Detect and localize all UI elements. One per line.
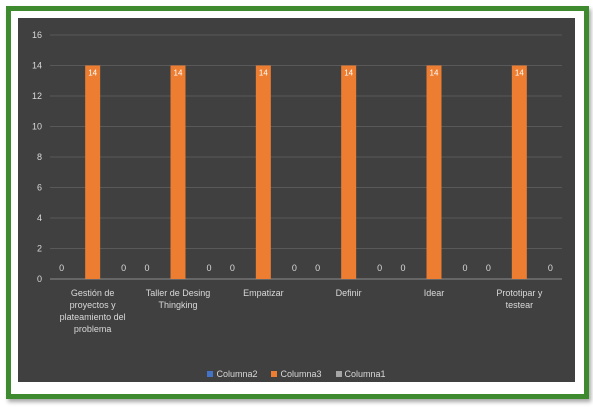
bar-columna3 [341, 65, 357, 279]
bar-columna3 [170, 65, 186, 279]
legend-label: Columna1 [344, 369, 386, 379]
data-label: 14 [174, 69, 183, 78]
x-tick-label: Gestión de proyectos y plateamiento del pro… [60, 288, 126, 334]
data-label: 0 [292, 263, 297, 273]
data-label: 0 [206, 263, 211, 273]
y-tick-label: 4 [37, 213, 42, 223]
data-label: 14 [430, 69, 439, 78]
data-label: 0 [400, 263, 405, 273]
legend-label: Columna2 [216, 369, 258, 379]
data-label: 0 [230, 263, 235, 273]
bar-chart: 0 2 4 6 8 10 12 14 16 0 14 0 Gestión de proyectos y pl… [32, 30, 562, 334]
legend: Columna2 Columna3 Columna1 [18, 369, 575, 379]
legend-item: Columna2 [207, 369, 257, 379]
data-label: 14 [344, 69, 353, 78]
data-label: 0 [59, 263, 64, 273]
data-label: 0 [315, 263, 320, 273]
data-label: 0 [486, 263, 491, 273]
y-tick-label: 0 [37, 274, 42, 284]
bar-columna3 [426, 65, 442, 279]
y-tick-label: 16 [32, 30, 42, 40]
data-label: 0 [548, 263, 553, 273]
x-tick-label: Definir [336, 288, 362, 298]
bar-columna3 [85, 65, 101, 279]
data-label: 14 [88, 69, 97, 78]
legend-swatch [335, 371, 342, 377]
y-tick-label: 2 [37, 244, 42, 254]
chart-area: 0 2 4 6 8 10 12 14 16 0 14 0 Gestión de proyectos y pl… [18, 18, 575, 382]
data-label: 14 [515, 69, 524, 78]
legend-swatch [207, 371, 214, 377]
x-tick-label: Empatizar [243, 288, 284, 298]
y-tick-label: 10 [32, 122, 42, 132]
x-tick-label: Taller de Desing Thingking [146, 288, 211, 310]
data-label: 0 [121, 263, 126, 273]
legend-swatch [271, 371, 278, 377]
y-tick-label: 14 [32, 61, 42, 71]
data-label: 14 [259, 69, 268, 78]
legend-label: Columna3 [280, 369, 322, 379]
x-tick-label: Idear [424, 288, 445, 298]
bar-columna3 [255, 65, 271, 279]
data-label: 0 [462, 263, 467, 273]
y-tick-label: 6 [37, 183, 42, 193]
legend-item: Columna3 [271, 369, 322, 379]
y-tick-label: 12 [32, 91, 42, 101]
y-tick-label: 8 [37, 152, 42, 162]
data-label: 0 [144, 263, 149, 273]
bar-columna3 [511, 65, 527, 279]
x-tick-label: Prototipar y testear [496, 288, 543, 310]
data-label: 0 [377, 263, 382, 273]
legend-item: Columna1 [335, 369, 386, 379]
